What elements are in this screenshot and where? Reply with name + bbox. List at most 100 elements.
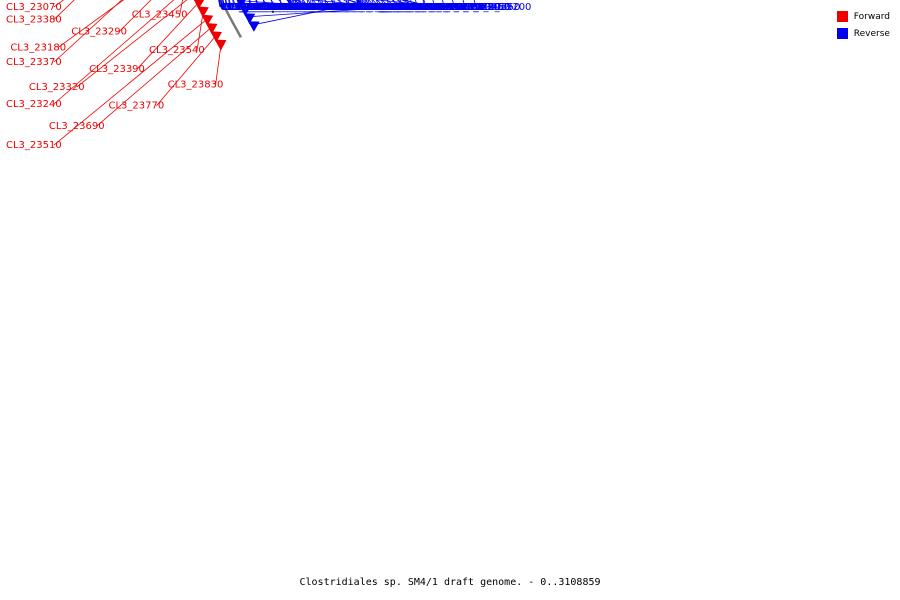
gene-connector — [53, 0, 175, 105]
gene-label: CL3_19880 — [314, 2, 370, 13]
gene-label: CL3_19720 — [444, 2, 500, 13]
gene-label: CL3_22120 — [396, 2, 452, 13]
gene-label: CL3_23450 — [132, 10, 188, 21]
gene-connector — [179, 0, 183, 15]
gene-label: CL3_19210 — [412, 2, 468, 13]
gene-label: CL3_19940 — [309, 2, 365, 13]
gene-label: CL3_22450 — [295, 2, 351, 13]
legend-forward-label: Forward — [853, 11, 890, 22]
gene-label: CL3_22270 — [308, 2, 364, 13]
forward-swatch-icon — [836, 11, 848, 22]
gene-connector — [156, 34, 218, 106]
gene-label: CL3_19520 — [281, 2, 337, 13]
gene-label: CL3_22350 — [384, 2, 440, 13]
gene-label: CL3_21820 — [231, 2, 287, 13]
gene-connector — [219, 0, 222, 8]
gene-label: CL3_20220 — [234, 2, 290, 13]
gene-label: CL3_19800 — [389, 2, 445, 13]
gene-connector — [118, 0, 152, 32]
legend-forward: Forward — [836, 8, 890, 25]
gene-label: CL3_22630 — [435, 2, 491, 13]
gene-arrow — [201, 14, 214, 26]
gene-label: CL3_22110 — [228, 2, 284, 13]
gene-label: CL3_23630 — [375, 2, 431, 13]
gene-label: CL3_20610 — [294, 2, 350, 13]
gene-label: CL3_22300 — [379, 2, 435, 13]
gene-connector — [254, 6, 340, 25]
gene-label: CL3_22330 — [418, 2, 474, 13]
gene-connector — [53, 0, 123, 63]
gene-connector — [215, 43, 222, 85]
gene-label: CL3_22550 — [365, 2, 421, 13]
gene-label: CL3_22080 — [294, 2, 350, 13]
gene-connector — [245, 6, 455, 10]
gene-label: CL3_20730 — [363, 2, 419, 13]
gene-connector — [249, 6, 398, 18]
gene-label: CL3_23370 — [6, 57, 62, 68]
gene-connector — [220, 0, 223, 8]
gene-label: CL3_22560 — [305, 2, 361, 13]
gene-label: CL3_21690 — [290, 2, 346, 13]
gene-label: CL3_21400 — [220, 2, 276, 13]
gene-label: CL3_20120 — [371, 2, 427, 13]
reverse-swatch-icon — [836, 28, 848, 39]
gene-label: CL3_22090 — [365, 2, 421, 13]
gene-label: CL3_23090 — [316, 2, 372, 13]
gene-label: CL3_22320 — [318, 2, 374, 13]
gene-label: CL3_19340 — [323, 2, 379, 13]
gene-label: CL3_21100 — [360, 2, 416, 13]
gene-label: CL3_19870 — [384, 2, 440, 13]
gene-label: CL3_23390 — [89, 64, 145, 75]
gene-label: CL3_19370 — [378, 2, 434, 13]
gene-label: CL3_19900 — [244, 2, 300, 13]
gene-label: CL3_19930 — [379, 2, 435, 13]
gene-label: CL3_18620 — [424, 2, 480, 13]
gene-connector — [58, 0, 125, 48]
gene-label: CL3_23380 — [6, 14, 62, 25]
gene-label: CL3_22180 — [285, 2, 341, 13]
gene-connector — [228, 0, 231, 8]
gene-arrow — [210, 31, 222, 43]
gene-label: CL3_23510 — [6, 140, 62, 151]
gene-connector — [76, 0, 188, 88]
gene-label: CL3_19770 — [426, 2, 482, 13]
gene-label: CL3_19410 — [301, 2, 357, 13]
gene-connector — [218, 0, 221, 8]
gene-label: CL3_21860 — [313, 2, 369, 13]
gene-label: CL3_22050 — [223, 2, 279, 13]
gene-connector — [53, 18, 209, 146]
gene-connector — [294, 0, 317, 8]
gene-label: CL3_20440 — [297, 2, 353, 13]
gene-label: CL3_22170 — [253, 2, 309, 13]
gene-label: CL3_21390 — [290, 2, 346, 13]
gene-label: CL3_20190 — [300, 2, 356, 13]
gene-label: CL3_20010 — [333, 2, 389, 13]
gene-label: CL3_20820 — [222, 2, 278, 13]
gene-label: CL3_19490 — [417, 2, 473, 13]
gene-label: CL3_19680 — [326, 2, 382, 13]
gene-label: CL3_21840 — [375, 2, 431, 13]
gene-label: CL3_21850 — [241, 2, 297, 13]
gene-connector — [224, 0, 227, 8]
gene-label: CL3_22000 — [291, 2, 347, 13]
gene-label: CL3_23320 — [29, 82, 85, 93]
gene-label: CL3_22440 — [356, 2, 412, 13]
gene-label: CL3_21960 — [390, 2, 446, 13]
legend-reverse: Reverse — [836, 25, 890, 42]
gene-label: CL3_19730 — [311, 2, 367, 13]
gene-label: CL3_20020 — [374, 2, 430, 13]
gene-connector — [196, 10, 204, 50]
gene-label: CL3_20640 — [224, 2, 280, 13]
gene-label: CL3_22250 — [236, 2, 292, 13]
gene-label: CL3_21790 — [296, 2, 352, 13]
gene-label: CL3_22360 — [246, 2, 302, 13]
gene-label: CL3_19740 — [368, 2, 424, 13]
gene-arrow — [239, 5, 252, 16]
gene-label: CL3_21970 — [410, 2, 466, 13]
gene-label: CL3_21830 — [303, 2, 359, 13]
gene-arrow — [193, 0, 195, 1]
gene-label: CL3_22160 — [276, 2, 332, 13]
gene-label: CL3_23180 — [10, 42, 66, 53]
